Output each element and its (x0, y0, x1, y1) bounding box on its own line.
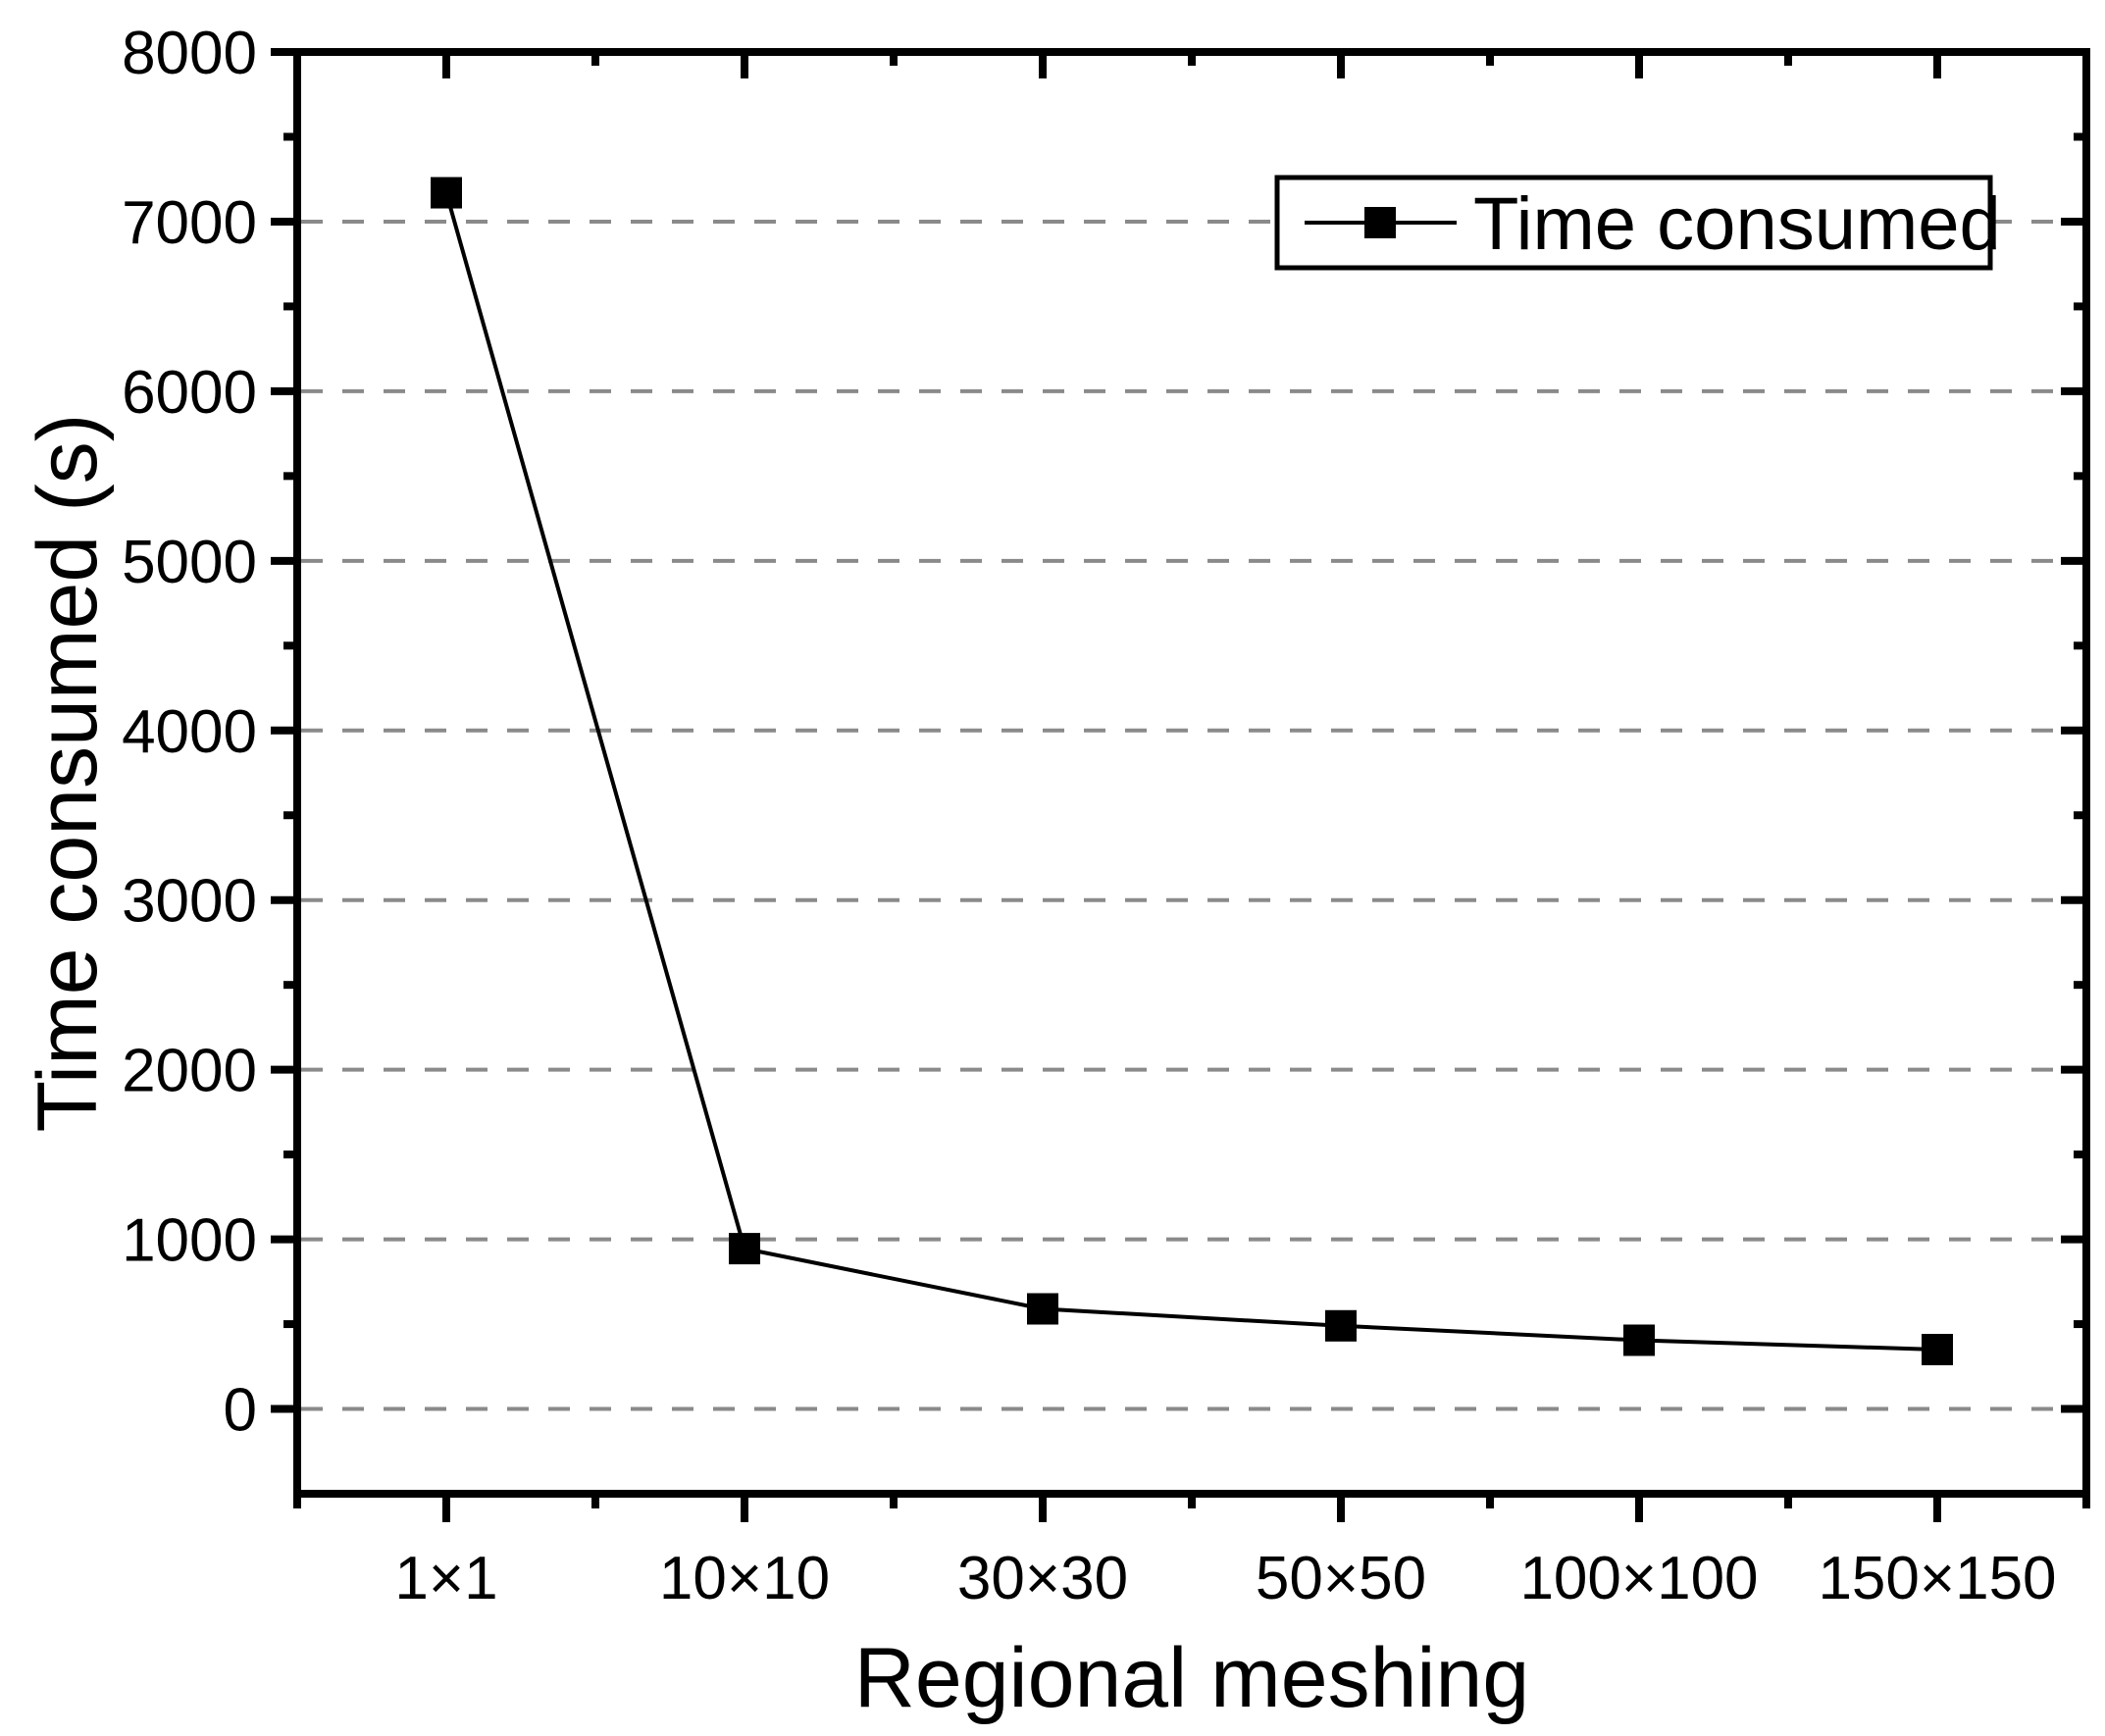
data-point-marker (1922, 1334, 1953, 1365)
data-point-marker (431, 177, 462, 209)
legend: Time consumed (1274, 175, 2001, 271)
y-tick-label: 2000 (122, 1038, 257, 1105)
legend-marker-sample (1364, 207, 1396, 238)
y-tick-label: 3000 (122, 868, 257, 936)
legend-label: Time consumed (1473, 182, 2001, 266)
data-line (444, 191, 1938, 1352)
x-tick-label: 150×150 (1818, 1545, 2056, 1612)
y-tick-label: 4000 (122, 698, 257, 766)
x-tick-label: 100×100 (1519, 1545, 1758, 1612)
y-tick-label: 1000 (122, 1207, 257, 1275)
y-axis-title: Time consumed (s) (21, 414, 115, 1133)
y-tick-label: 0 (224, 1377, 257, 1445)
data-point-marker (1623, 1324, 1655, 1356)
data-point-marker (1027, 1293, 1058, 1325)
x-tick-label: 1×1 (394, 1545, 497, 1612)
x-tick-label: 30×30 (957, 1545, 1128, 1612)
data-point-marker (1325, 1309, 1357, 1342)
x-tick-label: 50×50 (1256, 1545, 1426, 1612)
y-tick-label: 7000 (122, 189, 257, 257)
y-tick-label: 5000 (122, 529, 257, 596)
x-tick-label: 10×10 (659, 1545, 830, 1612)
y-tick-label: 8000 (122, 20, 257, 87)
data-point-marker (729, 1233, 760, 1265)
y-tick-label: 6000 (122, 359, 257, 427)
x-axis-title: Regional meshing (854, 1631, 1529, 1725)
